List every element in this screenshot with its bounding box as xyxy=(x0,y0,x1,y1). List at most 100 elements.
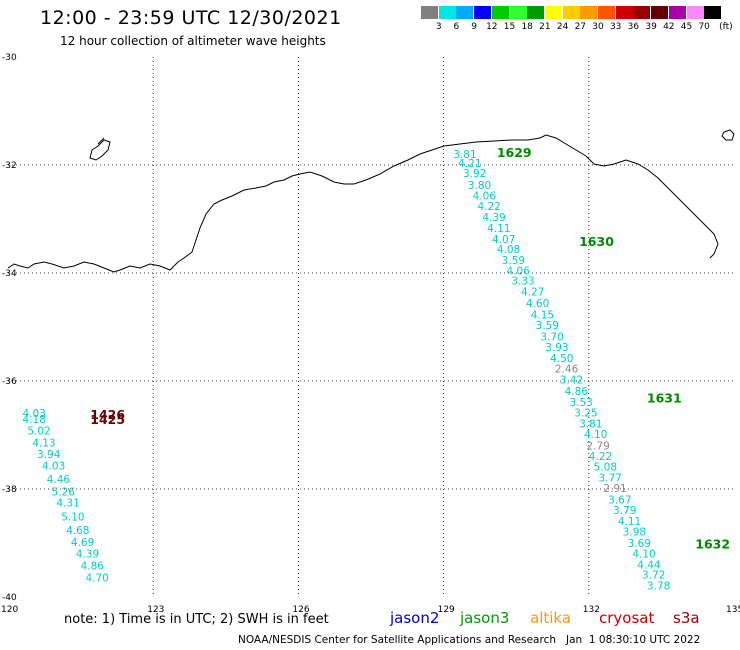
wave-height-value: 4.07 xyxy=(492,234,515,246)
color-swatch xyxy=(598,6,615,19)
map-title: 12:00 - 23:59 UTC 12/30/2021 xyxy=(40,7,342,29)
color-swatch xyxy=(527,6,545,19)
wave-height-value: 4.70 xyxy=(85,572,108,584)
color-swatch xyxy=(562,6,580,19)
wave-height-value: 4.69 xyxy=(71,537,94,549)
footer-timestamp: Jan 1 08:30:10 UTC 2022 xyxy=(566,634,701,646)
wave-height-value: 3.79 xyxy=(613,505,636,517)
color-swatch xyxy=(421,6,438,19)
wave-height-value: 4.08 xyxy=(497,244,520,256)
kangaroo-island xyxy=(721,129,735,141)
color-scale-tick: 42 xyxy=(663,22,675,32)
wave-height-value: 4.21 xyxy=(458,158,481,170)
wave-height-value: 3.67 xyxy=(608,495,631,507)
wave-height-value: 2.91 xyxy=(603,483,626,495)
legend-note: note: 1) Time is in UTC; 2) SWH is in fe… xyxy=(64,612,329,627)
wave-height-value: 3.42 xyxy=(560,375,583,387)
wave-height-value: 5.08 xyxy=(594,462,617,474)
pass-time-label: 1632 xyxy=(695,536,730,551)
wave-height-value: 4.06 xyxy=(507,266,531,278)
wave-height-value: 4.10 xyxy=(632,549,655,561)
wave-height-value: 4.50 xyxy=(550,353,573,365)
longitude-label: 129 xyxy=(438,605,455,615)
wave-height-value: 4.22 xyxy=(477,201,500,213)
wave-height-value: 3.69 xyxy=(628,538,651,550)
wave-height-value: 4.03 xyxy=(42,461,65,473)
wave-height-value: 3.59 xyxy=(536,320,559,332)
satellite-cryosat-label: cryosat xyxy=(599,609,655,627)
wave-height-value: 4.13 xyxy=(32,437,55,449)
color-scale-tick: 39 xyxy=(645,22,657,32)
wave-height-value: 4.06 xyxy=(473,191,497,203)
color-scale-unit: (ft) xyxy=(719,22,733,32)
wave-height-value: 4.31 xyxy=(56,497,79,509)
wave-height-value: 4.86 xyxy=(81,560,105,572)
satellite-jason3-label: jason3 xyxy=(460,609,510,627)
latitude-label: -34 xyxy=(2,269,17,279)
pass-time-label: 1425 xyxy=(90,412,125,427)
pass-time-label: 1631 xyxy=(647,391,682,406)
wave-height-value: 3.72 xyxy=(642,570,665,582)
pass-time-label: 1426 xyxy=(90,407,125,422)
wave-height-value: 4.10 xyxy=(584,429,607,441)
coastline xyxy=(7,134,719,273)
color-swatch xyxy=(615,6,633,19)
color-scale-tick: 36 xyxy=(627,22,640,32)
map-subtitle: 12 hour collection of altimeter wave hei… xyxy=(60,34,326,48)
wave-height-value: 3.92 xyxy=(463,168,486,180)
wave-height-value: 4.39 xyxy=(76,549,99,561)
satellite-altika-label: altika xyxy=(530,609,572,627)
color-scale-tick: 15 xyxy=(503,22,516,32)
footer-credit-text: NOAA/NESDIS Center for Satellite Applica… xyxy=(238,634,556,646)
color-swatch xyxy=(474,6,492,19)
wave-height-value: 3.98 xyxy=(623,526,646,538)
lat-lon-grid: -30 -32 -34 -36 -38 -40 120 123 126 129 132 135 xyxy=(1,53,740,615)
wave-height-value: 4.03 xyxy=(23,408,46,420)
latitude-label: -32 xyxy=(2,161,17,171)
wave-height-value: 4.22 xyxy=(589,451,612,463)
color-scale-tick: 9 xyxy=(471,22,477,32)
wave-height-value: 5.10 xyxy=(61,511,84,523)
wave-height-value: 4.60 xyxy=(526,298,549,310)
wave-height-value: 4.68 xyxy=(66,525,89,537)
color-scale-tick: 24 xyxy=(556,22,569,32)
longitude-label: 132 xyxy=(583,605,600,615)
wave-height-value: 3.81 xyxy=(579,418,602,430)
wave-height-value: 3.53 xyxy=(569,397,592,409)
recherche-islands xyxy=(89,137,111,161)
wave-height-value: 2.79 xyxy=(586,441,609,453)
color-scale-tick: 12 xyxy=(486,22,498,32)
wave-height-value: 4.11 xyxy=(618,516,641,528)
latitude-label: -30 xyxy=(2,53,17,63)
wave-height-value: 4.11 xyxy=(487,223,510,235)
footer-credit: NOAA/NESDIS Center for Satellite Applica… xyxy=(238,634,700,646)
color-swatch xyxy=(491,6,509,19)
color-swatch xyxy=(438,6,456,19)
color-swatch xyxy=(509,6,527,19)
pass-time-label: 1629 xyxy=(497,145,532,160)
latitude-label: -40 xyxy=(2,593,17,603)
wave-height-value: 3.33 xyxy=(511,275,534,287)
wave-height-value: 3.77 xyxy=(598,472,621,484)
color-swatch xyxy=(651,6,669,19)
wave-height-value: 4.44 xyxy=(637,559,661,571)
color-swatch xyxy=(580,6,598,19)
latitude-label: -36 xyxy=(2,377,17,387)
color-scale-tick: 30 xyxy=(592,22,604,32)
wave-height-value: 4.15 xyxy=(531,309,554,321)
wave-height-value: 4.27 xyxy=(521,287,544,299)
wave-height-value: 4.46 xyxy=(47,474,71,486)
color-scale-tick: 3 xyxy=(435,22,442,32)
longitude-label: 135 xyxy=(726,605,740,615)
wave-height-value: 3.78 xyxy=(647,580,670,592)
color-swatch xyxy=(704,6,722,19)
wave-height-value: 4.86 xyxy=(565,386,589,398)
color-swatch xyxy=(668,6,686,19)
color-scale-tick: 18 xyxy=(521,22,533,32)
wave-height-value: 5.26 xyxy=(52,486,76,498)
latitude-label: -38 xyxy=(2,485,17,495)
wave-height-observations: 4.034.185.024.133.944.034.465.264.315.10… xyxy=(23,149,671,592)
color-scale-tick: 33 xyxy=(609,22,622,32)
satellite-s3a-label: s3a xyxy=(673,609,700,627)
